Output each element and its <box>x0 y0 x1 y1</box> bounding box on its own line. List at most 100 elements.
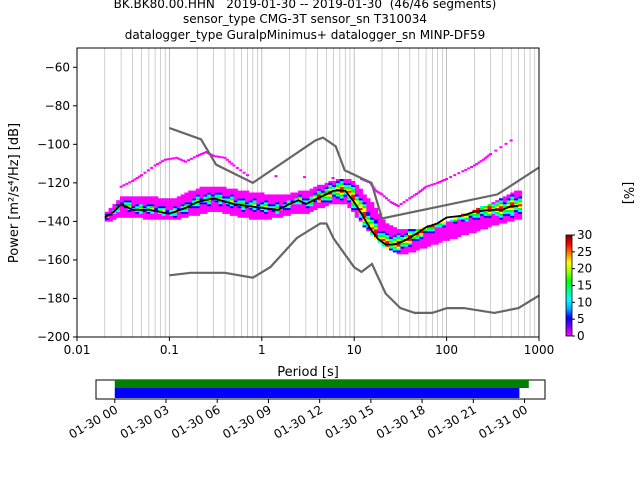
heatmap-cell <box>408 234 413 238</box>
heatmap-cell <box>419 236 424 239</box>
availability-green-bar <box>114 380 529 388</box>
heatmap-cell <box>154 204 159 207</box>
heatmap-outlier <box>464 168 468 171</box>
heatmap-cell <box>245 205 250 209</box>
heatmap-cell <box>332 196 337 199</box>
heatmap-cell <box>347 192 352 195</box>
heatmap-cell <box>411 238 416 241</box>
heatmap-outlier <box>430 183 434 186</box>
heatmap-cell <box>415 240 420 243</box>
heatmap-outlier <box>396 204 400 207</box>
heatmap-cell <box>263 202 269 205</box>
heatmap-cell <box>377 225 382 228</box>
heatmap-cell <box>282 207 288 211</box>
heatmap-cell <box>370 211 375 214</box>
heatmap-cell <box>502 213 507 216</box>
heatmap-cell <box>404 240 409 243</box>
heatmap-cell <box>112 213 117 216</box>
heatmap-cell <box>142 217 147 220</box>
heatmap-cell <box>411 242 416 245</box>
heatmap-cell <box>173 198 178 201</box>
heatmap-cell <box>461 219 466 222</box>
heatmap-cell <box>408 232 413 236</box>
heatmap-cell <box>411 236 416 239</box>
heatmap-cell <box>419 232 424 236</box>
heatmap-cell <box>282 204 288 207</box>
heatmap-cell <box>229 207 235 211</box>
heatmap-cell <box>222 196 227 199</box>
heatmap-cell <box>502 205 507 209</box>
heatmap-outlier <box>175 156 179 159</box>
heatmap-cell <box>252 215 257 218</box>
heatmap-cell <box>157 213 163 216</box>
heatmap-cell <box>279 198 284 201</box>
heatmap-cell <box>127 211 132 214</box>
heatmap-cell <box>146 205 151 209</box>
heatmap-cell <box>517 198 523 201</box>
heatmap-cell <box>366 198 371 201</box>
heatmap-cell <box>419 227 424 230</box>
heatmap-cell <box>123 209 128 212</box>
heatmap-outlier <box>438 180 442 183</box>
heatmap-cell <box>415 236 420 239</box>
heatmap-cell <box>392 238 398 241</box>
heatmap-cell <box>339 194 344 197</box>
heatmap-cell <box>313 207 318 211</box>
heatmap-cell <box>389 232 394 236</box>
heatmap-cell <box>377 234 382 238</box>
heatmap-cell <box>430 229 435 232</box>
heatmap-cell <box>301 200 307 203</box>
heatmap-cell <box>317 192 322 195</box>
heatmap-cell <box>260 205 265 209</box>
heatmap-cell <box>256 209 261 212</box>
heatmap-cell <box>226 205 231 209</box>
heatmap-cell <box>203 207 208 211</box>
heatmap-cell <box>309 198 314 201</box>
colorbar-gradient-bar <box>565 234 573 337</box>
heatmap-cell <box>392 227 398 230</box>
heatmap-cell <box>245 192 250 195</box>
heatmap-cell <box>445 234 451 238</box>
heatmap-outlier <box>445 178 449 181</box>
heatmap-cell <box>320 202 326 205</box>
heatmap-cell <box>298 194 303 197</box>
heatmap-cell <box>267 215 272 218</box>
heatmap-cell <box>161 198 166 201</box>
heatmap-cell <box>142 202 147 205</box>
heatmap-cell <box>453 231 458 234</box>
heatmap-cell <box>389 240 394 243</box>
heatmap-cell <box>138 209 144 212</box>
heatmap-cell <box>127 200 132 203</box>
heatmap-cell <box>343 198 348 201</box>
heatmap-cell <box>252 207 257 211</box>
heatmap-cell <box>195 202 200 205</box>
heatmap-cell <box>328 198 333 201</box>
heatmap-cell <box>351 198 356 201</box>
heatmap-cell <box>275 194 280 197</box>
heatmap-cell <box>408 250 413 253</box>
heatmap-cell <box>324 200 329 203</box>
heatmap-cell <box>480 215 485 218</box>
heatmap-cell <box>142 198 147 201</box>
heatmap-cell <box>362 194 367 197</box>
heatmap-cell <box>131 213 136 216</box>
heatmap-cell <box>263 211 269 214</box>
heatmap-cell <box>199 198 204 201</box>
heatmap-cell <box>320 188 326 191</box>
heatmap-cell <box>184 204 189 207</box>
heatmap-cell <box>248 209 254 212</box>
heatmap-cell <box>233 205 238 209</box>
heatmap-cell <box>229 204 235 207</box>
heatmap-cell <box>423 234 428 238</box>
heatmap-cell <box>370 232 375 236</box>
heatmap-outlier <box>210 153 214 156</box>
heatmap-cell <box>317 184 322 187</box>
heatmap-cell <box>502 215 507 218</box>
heatmap-cell <box>423 240 428 243</box>
x-tick-label: 0.1 <box>160 343 179 357</box>
heatmap-cell <box>362 207 367 211</box>
heatmap-cell <box>332 184 337 187</box>
heatmap-cell <box>226 198 231 201</box>
heatmap-cell <box>157 211 163 214</box>
heatmap-cell <box>157 204 163 207</box>
